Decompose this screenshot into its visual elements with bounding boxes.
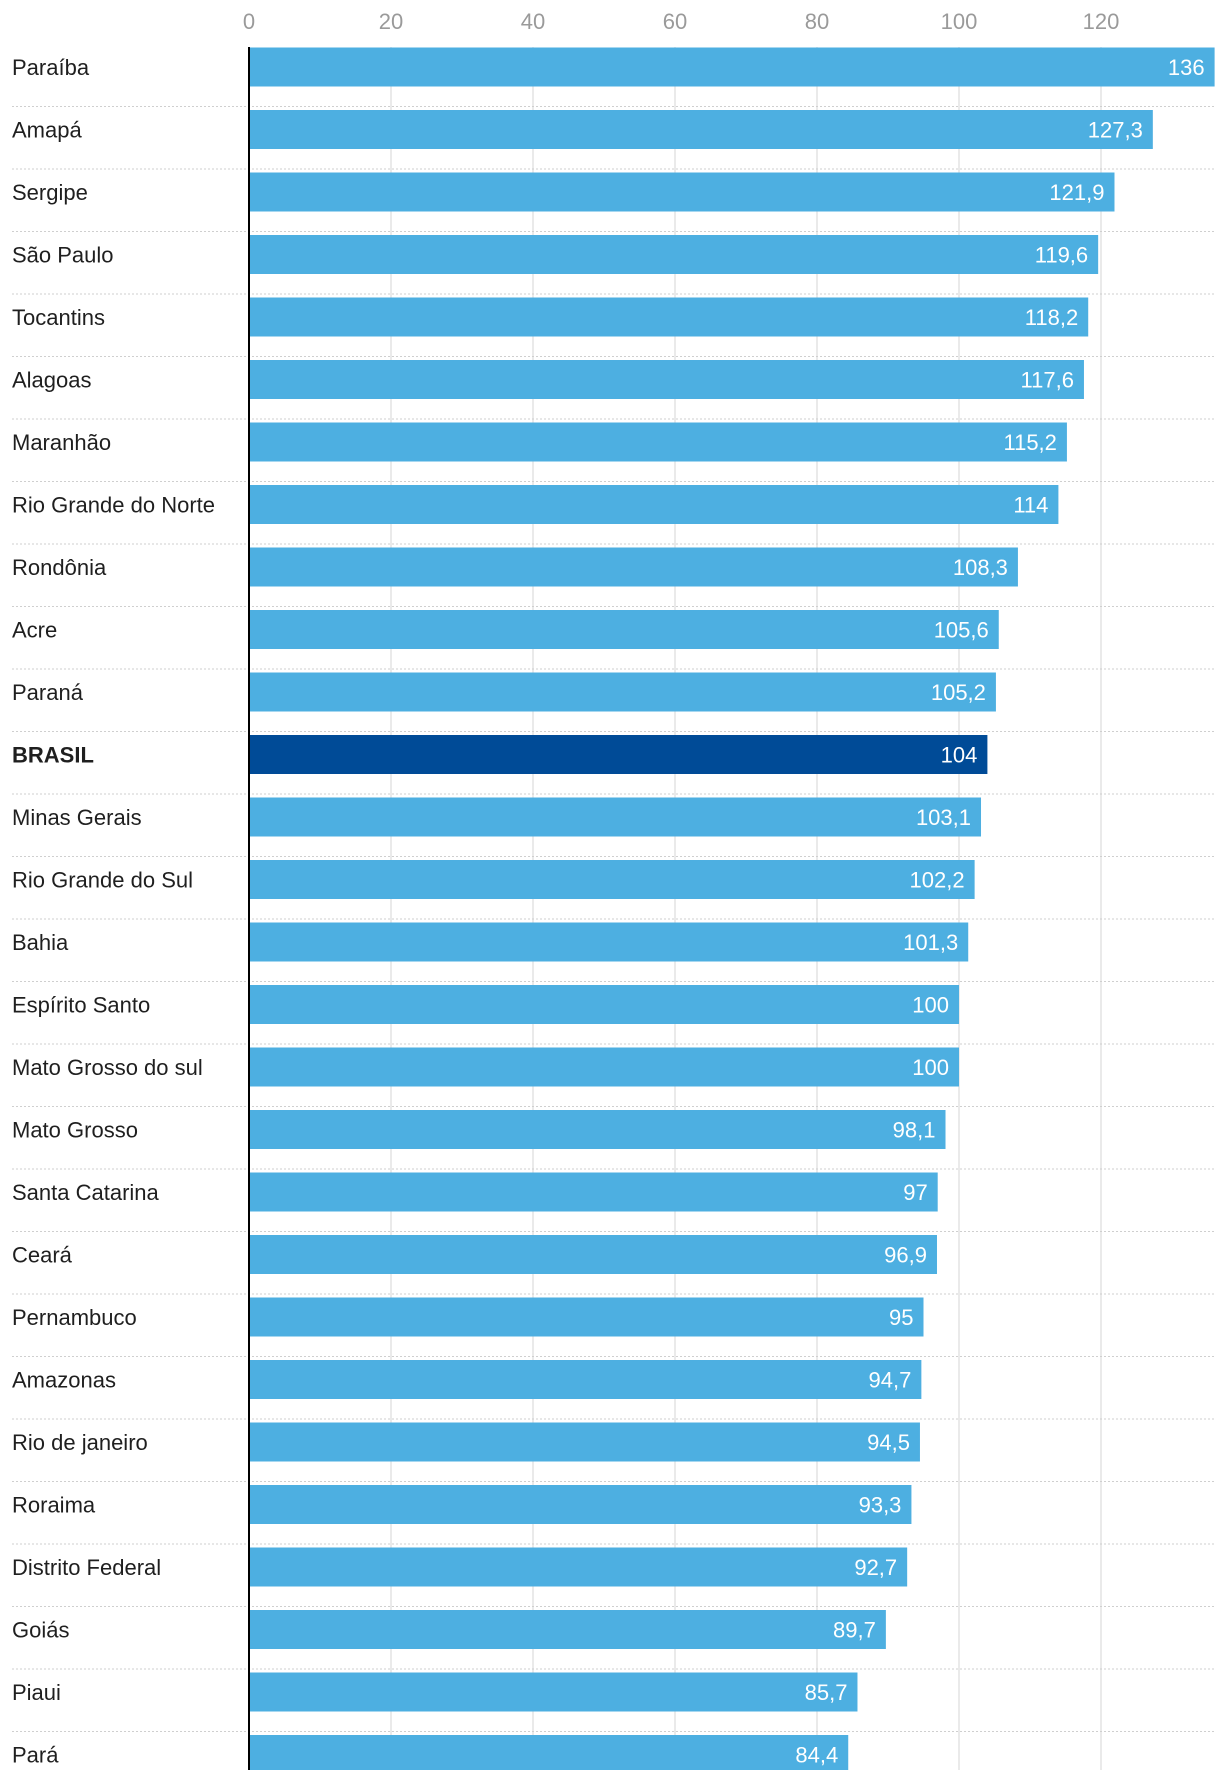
category-label: Acre [12, 618, 57, 643]
category-label: Alagoas [12, 368, 92, 393]
bar-pernambuco [249, 1297, 924, 1337]
bar-par- [249, 1735, 849, 1770]
bar-rio-grande-do-sul [249, 860, 975, 899]
bars: 136 127,3 121,9 119,6 118,2 117,6 115,2 114 108,… [249, 47, 1215, 1770]
bar-value-label: 100 [912, 1055, 949, 1080]
x-axis-ticks: 0 20 40 60 80 100 120 [243, 9, 1119, 34]
bar-sergipe [249, 172, 1115, 212]
x-tick-label: 60 [663, 9, 687, 34]
category-label: Paraná [12, 680, 84, 705]
bar-rio-grande-do-norte [249, 485, 1059, 524]
bar-amazonas [249, 1360, 922, 1399]
category-label: Paraíba [12, 55, 90, 80]
category-label: São Paulo [12, 243, 114, 268]
bar-alagoas [249, 360, 1084, 399]
bar-s-o-paulo [249, 235, 1099, 274]
bar-roraima [249, 1485, 912, 1524]
bar-acre [249, 610, 999, 649]
x-tick-label: 100 [941, 9, 978, 34]
category-label: Pernambuco [12, 1305, 137, 1330]
bar-value-label: 114 [1013, 493, 1048, 518]
bar-distrito-federal [249, 1547, 908, 1587]
bar-value-label: 92,7 [854, 1555, 897, 1580]
bar-value-label: 115,2 [1003, 430, 1056, 455]
category-label: Maranhão [12, 430, 111, 455]
x-tick-label: 40 [521, 9, 545, 34]
bar-minas-gerais [249, 797, 982, 837]
row-separators [12, 106, 1216, 1732]
bar-santa-catarina [249, 1172, 938, 1212]
bar-value-label: 102,2 [910, 868, 965, 893]
category-label: Roraima [12, 1493, 96, 1518]
bar-value-label: 127,3 [1088, 118, 1143, 143]
bar-value-label: 95 [889, 1305, 913, 1330]
bar-value-label: 98,1 [893, 1118, 936, 1143]
category-label: Santa Catarina [12, 1180, 160, 1205]
category-label: Sergipe [12, 180, 88, 205]
category-label: Tocantins [12, 305, 105, 330]
bar-mato-grosso-do-sul [249, 1047, 959, 1087]
bar-value-label: 119,6 [1035, 243, 1088, 268]
bar-value-label: 117,6 [1021, 368, 1074, 393]
category-label: Piaui [12, 1680, 61, 1705]
bar-para-ba [249, 47, 1215, 87]
bar-value-label: 105,6 [934, 618, 989, 643]
bar-rond-nia [249, 547, 1018, 587]
bar-value-label: 96,9 [884, 1243, 927, 1268]
bar-value-label: 97 [903, 1180, 927, 1205]
category-label: Amapá [12, 118, 82, 143]
category-label: Espírito Santo [12, 993, 150, 1018]
bar-value-label: 93,3 [859, 1493, 902, 1518]
bar-value-label: 121,9 [1049, 180, 1104, 205]
row-labels: Paraíba Amapá Sergipe São Paulo Tocantins Ala… [12, 55, 215, 1768]
category-label: Mato Grosso do sul [12, 1055, 203, 1080]
category-label: Ceará [12, 1243, 73, 1268]
x-tick-label: 0 [243, 9, 255, 34]
category-label: Rio Grande do Norte [12, 493, 215, 518]
bar-esp-rito-santo [249, 985, 959, 1024]
bar-value-label: 89,7 [833, 1618, 876, 1643]
bar-value-label: 103,1 [916, 805, 971, 830]
bar-piaui [249, 1672, 858, 1712]
category-label: Rio de janeiro [12, 1430, 148, 1455]
bar-mato-grosso [249, 1110, 946, 1149]
bar-value-label: 104 [941, 743, 978, 768]
bar-tocantins [249, 297, 1089, 337]
bar-value-label: 94,5 [867, 1430, 910, 1455]
bar-amap- [249, 110, 1153, 149]
x-tick-label: 20 [379, 9, 403, 34]
category-label: Rio Grande do Sul [12, 868, 193, 893]
bar-maranh-o [249, 422, 1067, 462]
bar-brasil [249, 735, 988, 774]
bar-bahia [249, 922, 969, 962]
bar-value-label: 101,3 [903, 930, 958, 955]
category-label: Distrito Federal [12, 1555, 161, 1580]
category-label: Rondônia [12, 555, 107, 580]
category-label: Bahia [12, 930, 69, 955]
bar-value-label: 136 [1168, 55, 1205, 80]
category-label: Mato Grosso [12, 1118, 138, 1143]
category-label: Goiás [12, 1618, 69, 1643]
category-label: Amazonas [12, 1368, 116, 1393]
bar-value-label: 118,2 [1025, 305, 1078, 330]
bar-value-label: 85,7 [805, 1680, 848, 1705]
bar-value-label: 84,4 [795, 1743, 838, 1768]
bar-cear- [249, 1235, 937, 1274]
bar-value-label: 108,3 [953, 555, 1008, 580]
x-tick-label: 120 [1083, 9, 1120, 34]
category-label: Minas Gerais [12, 805, 142, 830]
bar-goi-s [249, 1610, 886, 1649]
category-label: Pará [12, 1743, 59, 1768]
category-label: BRASIL [12, 743, 94, 768]
bar-value-label: 100 [912, 993, 949, 1018]
bar-value-label: 105,2 [931, 680, 986, 705]
bar-rio-de-janeiro [249, 1422, 920, 1462]
bar-paran- [249, 672, 996, 712]
bar-value-label: 94,7 [869, 1368, 912, 1393]
x-tick-label: 80 [805, 9, 829, 34]
